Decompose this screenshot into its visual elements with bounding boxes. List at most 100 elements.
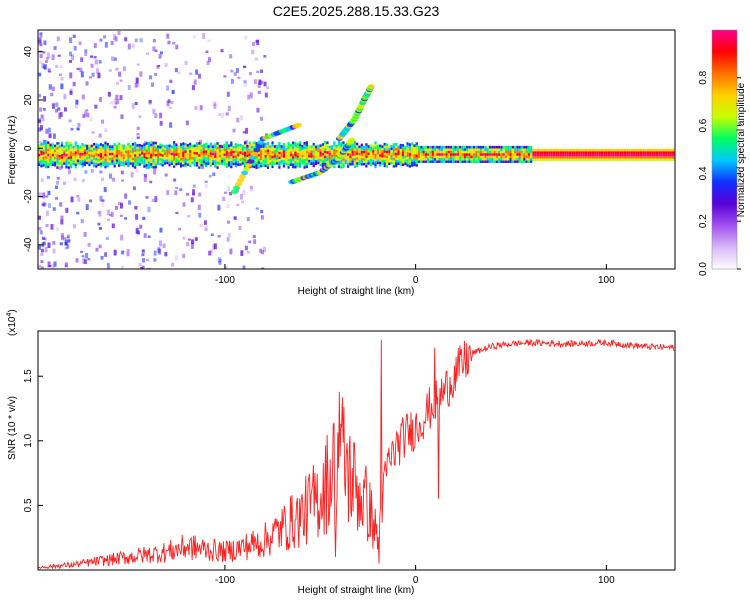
spectrogram-band-cell — [154, 151, 157, 154]
spectrogram-noise-cell — [224, 266, 228, 269]
spectrogram-band-cell — [470, 155, 473, 159]
spectrogram-noise-cell — [44, 247, 48, 253]
spectrogram-band-cell — [360, 150, 363, 154]
spectrogram-band-cell — [154, 163, 157, 167]
spectrogram-band-cell — [465, 153, 469, 156]
spectrogram-band-cell — [287, 144, 290, 147]
spectrogram-feature-cell — [235, 181, 243, 187]
spectrogram-band-cell — [614, 153, 617, 157]
spectrogram-band-cell — [40, 143, 43, 146]
spectrogram-noise-cell — [105, 236, 109, 241]
spectrogram-band-cell — [424, 150, 427, 154]
spectrogram-band-cell — [557, 148, 560, 152]
spectrogram-noise-cell — [75, 258, 79, 263]
spectrogram-band-cell — [488, 157, 492, 161]
spectrogram-band-cell — [330, 152, 334, 156]
spectrogram-band-cell — [56, 142, 59, 145]
spectrogram-noise-cell — [98, 244, 102, 249]
spectrogram-band-cell — [262, 145, 265, 148]
spectrogram-band-cell — [278, 144, 281, 147]
spectrogram-band-cell — [124, 152, 128, 156]
spectrogram-noise-cell — [93, 43, 97, 49]
spectrogram-band-cell — [621, 153, 624, 157]
spectrogram-band-cell — [511, 145, 514, 149]
spectrogram-band-cell — [292, 153, 295, 157]
spectrogram-noise-cell — [204, 225, 208, 228]
spectrogram-band-cell — [234, 143, 238, 146]
spectrogram-noise-cell — [124, 193, 128, 199]
spectrogram-band-cell — [562, 148, 565, 152]
spectrogram-band-cell — [649, 153, 652, 157]
spectrogram-band-cell — [264, 150, 267, 153]
spectrogram-band-cell — [607, 158, 611, 162]
spectrogram-noise-cell — [257, 82, 261, 88]
spectrogram-band-cell — [671, 156, 675, 159]
spectrogram-noise-cell — [58, 166, 62, 170]
spectrogram-band-cell — [216, 161, 219, 165]
spectrogram-band-cell — [202, 160, 205, 164]
spectrogram-noise-cell — [252, 41, 256, 47]
spectrogram-noise-cell — [135, 77, 139, 84]
spectrogram-noise-cell — [184, 61, 188, 65]
spectrogram-band-cell — [65, 163, 68, 166]
spectrogram-noise-cell — [136, 126, 140, 130]
spectrogram-band-cell — [140, 161, 144, 165]
spectrogram-noise-cell — [135, 214, 139, 220]
spectrogram-noise-cell — [52, 207, 56, 211]
spectrogram-band-cell — [40, 152, 43, 156]
spectrogram-band-cell — [65, 153, 68, 157]
spectrogram-band-cell — [468, 148, 471, 151]
spectrogram-band-cell — [182, 161, 185, 165]
spectrogram-noise-cell — [191, 85, 195, 91]
spectrogram-noise-cell — [136, 136, 140, 139]
spectrogram-noise-cell — [128, 200, 132, 205]
spectrogram-band-cell — [552, 148, 556, 152]
spectrogram-noise-cell — [64, 247, 68, 250]
spectrogram-band-cell — [619, 156, 622, 159]
spectrogram-noise-cell — [210, 233, 214, 236]
spectrogram-band-cell — [65, 156, 68, 159]
snr-y-tick-label: 1.5 — [23, 369, 34, 383]
spectrogram-band-cell — [527, 150, 530, 154]
spectrogram-band-cell — [539, 158, 542, 162]
spectrogram-band-cell — [106, 159, 109, 163]
spectrogram-band-cell — [536, 156, 540, 159]
spectrogram-band-cell — [443, 148, 446, 151]
spectrogram-noise-cell — [208, 250, 212, 256]
spectrogram-band-cell — [463, 145, 466, 149]
spectrogram-band-cell — [395, 164, 398, 168]
spectrogram-band-cell — [578, 151, 581, 154]
spectrogram-band-cell — [383, 150, 386, 153]
spectrogram-band-cell — [127, 164, 130, 168]
spectrogram-band-cell — [395, 147, 398, 151]
spectrogram-noise-cell — [69, 90, 73, 96]
spectrogram-band-cell — [312, 150, 315, 153]
spectrogram-noise-cell — [182, 253, 186, 259]
spectrogram-band-cell — [44, 163, 48, 166]
spectrogram-band-cell — [298, 158, 302, 161]
spectrogram-band-cell — [546, 153, 549, 157]
spectrogram-noise-cell — [83, 232, 87, 237]
spectrogram-band-cell — [287, 161, 290, 164]
spectrogram-band-cell — [104, 165, 107, 169]
spectrogram-band-cell — [259, 147, 263, 151]
spectrogram-band-cell — [598, 153, 601, 157]
spectrogram-band-cell — [598, 158, 601, 162]
spectrogram-band-cell — [319, 156, 322, 160]
spectrogram-band-cell — [431, 148, 434, 151]
spectrogram-band-cell — [271, 160, 274, 164]
spectrogram-noise-cell — [97, 222, 101, 226]
spectrogram-band-cell — [523, 150, 526, 154]
spectrogram-band-cell — [44, 165, 48, 169]
spectrogram-noise-cell — [127, 43, 131, 50]
spectrogram-band-cell — [70, 148, 73, 152]
spectrogram-band-cell — [415, 159, 418, 162]
spectrogram-band-cell — [250, 143, 254, 146]
spectrogram-band-cell — [58, 150, 61, 153]
spectrogram-band-cell — [40, 147, 43, 151]
spectrogram-band-cell — [63, 147, 66, 151]
spectrogram-band-cell — [152, 161, 155, 164]
spectrogram-band-cell — [417, 160, 421, 163]
spectrogram-band-cell — [127, 157, 130, 160]
spectrogram-band-cell — [305, 160, 308, 164]
